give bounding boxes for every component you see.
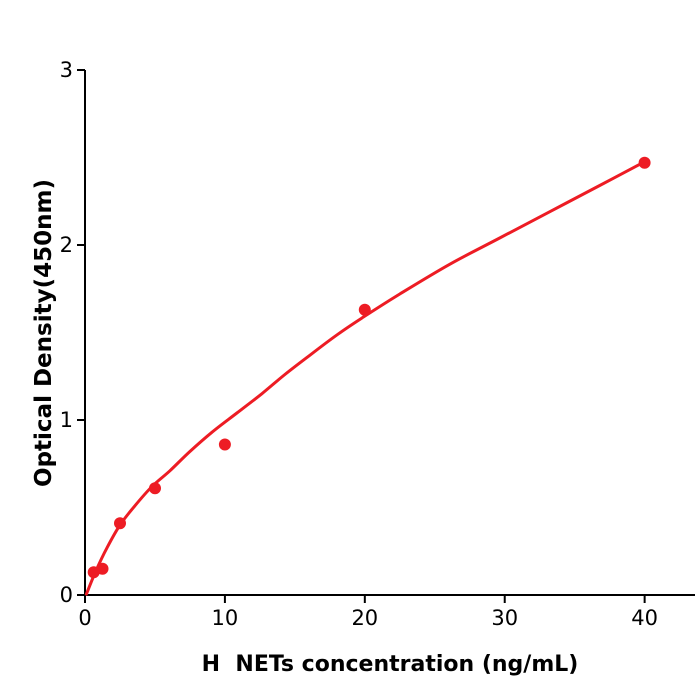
x-tick-label: 30 bbox=[491, 606, 518, 630]
y-tick-label: 2 bbox=[60, 233, 73, 257]
y-axis-title: Optical Density(450nm) bbox=[31, 179, 57, 487]
data-point bbox=[149, 482, 161, 495]
x-tick-label: 20 bbox=[351, 606, 378, 630]
x-tick-label: 10 bbox=[212, 606, 239, 630]
data-point bbox=[96, 562, 109, 575]
data-series bbox=[84, 156, 651, 596]
x-axis-title: H NETs concentration (ng/mL) bbox=[201, 652, 579, 677]
x-tick-label: 0 bbox=[78, 606, 91, 630]
y-tick-label: 0 bbox=[60, 583, 73, 607]
data-point bbox=[114, 517, 126, 530]
y-tick-label: 1 bbox=[60, 408, 73, 432]
fitted-curve bbox=[84, 161, 645, 596]
axis-spine bbox=[84, 70, 695, 596]
data-point bbox=[218, 438, 231, 451]
data-point bbox=[358, 303, 371, 316]
data-point bbox=[638, 156, 651, 169]
x-tick-label: 40 bbox=[631, 606, 658, 630]
axis-ticks: 0 10 20 30 40 0 1 2 3 bbox=[60, 58, 658, 630]
axis-spines bbox=[84, 70, 695, 596]
y-tick-label: 3 bbox=[60, 58, 73, 82]
